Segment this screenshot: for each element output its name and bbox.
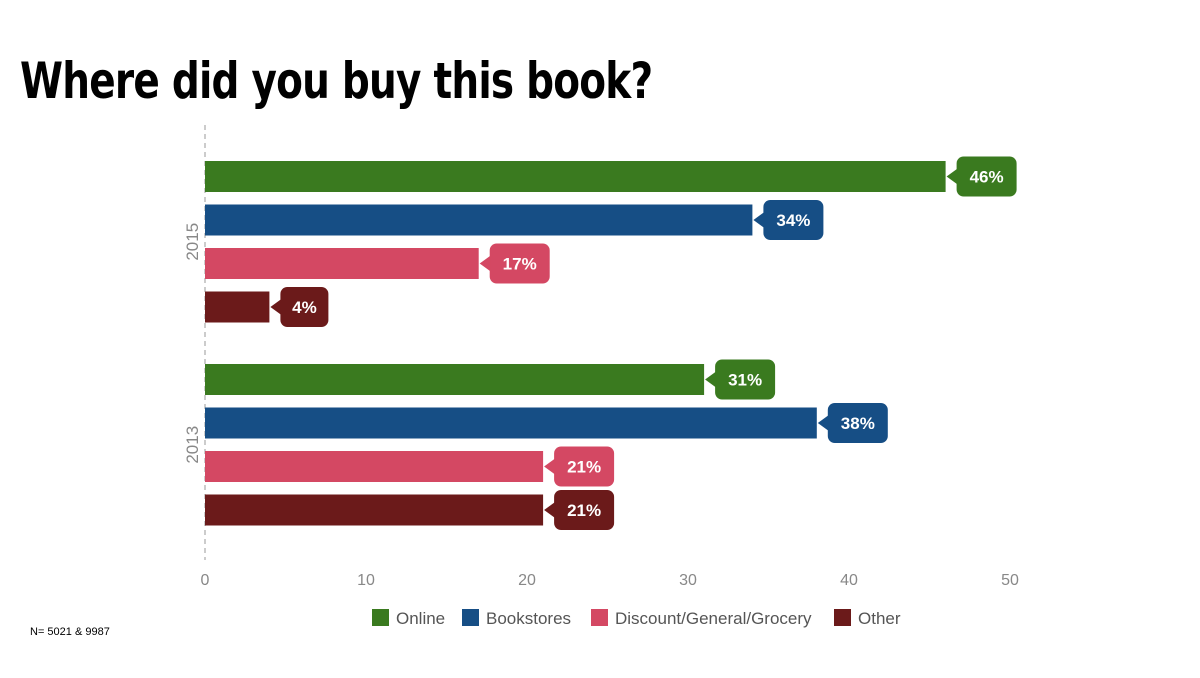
data-label-pointer	[946, 168, 958, 185]
data-label: 38%	[841, 414, 875, 433]
data-label-pointer	[544, 502, 556, 518]
legend-swatch	[372, 609, 389, 626]
data-label-box	[554, 490, 615, 530]
legend-label: Bookstores	[486, 609, 571, 628]
data-label-box	[763, 200, 824, 240]
data-label: 17%	[503, 255, 537, 274]
legend-swatch	[462, 609, 479, 626]
data-label: 34%	[776, 211, 810, 230]
data-label-box	[956, 156, 1017, 197]
legend-label: Discount/General/Grocery	[615, 609, 812, 628]
x-tick-label: 20	[518, 572, 536, 589]
data-label: 31%	[728, 371, 762, 390]
chart-title: Where did you buy this book?	[20, 52, 653, 110]
data-label-box	[280, 287, 329, 327]
data-label-pointer	[753, 212, 765, 228]
data-label-box	[554, 446, 615, 487]
x-tick-label: 40	[840, 572, 858, 589]
data-label-box	[489, 243, 550, 284]
x-tick-label: 30	[679, 572, 697, 589]
bar	[205, 407, 817, 439]
x-tick-label: 0	[201, 572, 210, 589]
legend-swatch	[834, 609, 851, 626]
data-label: 46%	[970, 168, 1004, 187]
bar	[205, 451, 544, 482]
bar	[205, 248, 479, 279]
data-label-pointer	[705, 371, 717, 388]
bar	[205, 364, 705, 395]
data-label: 4%	[292, 298, 317, 317]
sample-size-note: N= 5021 & 9987	[30, 626, 110, 638]
data-label-box	[827, 403, 888, 443]
category-label: 2013	[183, 426, 202, 464]
x-tick-label: 10	[357, 572, 375, 589]
legend-label: Online	[396, 609, 445, 628]
bar	[205, 291, 270, 323]
data-label-pointer	[270, 299, 282, 315]
category-label: 2015	[183, 223, 202, 261]
data-label-box	[715, 359, 776, 400]
bar	[205, 161, 946, 192]
legend-swatch	[591, 609, 608, 626]
data-label-pointer	[479, 255, 491, 272]
data-label-pointer	[544, 458, 556, 475]
data-label-pointer	[817, 415, 829, 431]
data-label: 21%	[567, 501, 601, 520]
x-tick-label: 50	[1001, 572, 1019, 589]
bar	[205, 494, 544, 526]
data-label: 21%	[567, 458, 601, 477]
legend-label: Other	[858, 609, 901, 628]
bar	[205, 204, 753, 236]
